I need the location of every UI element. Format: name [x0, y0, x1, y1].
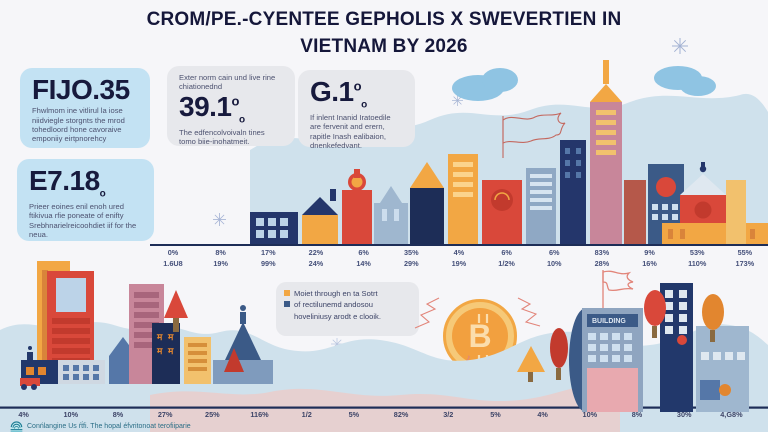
- svg-text:म: म: [156, 332, 163, 342]
- svg-text:म: म: [156, 346, 163, 356]
- svg-text:म: म: [167, 346, 174, 356]
- svg-text:म: म: [167, 332, 174, 342]
- svg-text:BUILDING: BUILDING: [592, 318, 626, 325]
